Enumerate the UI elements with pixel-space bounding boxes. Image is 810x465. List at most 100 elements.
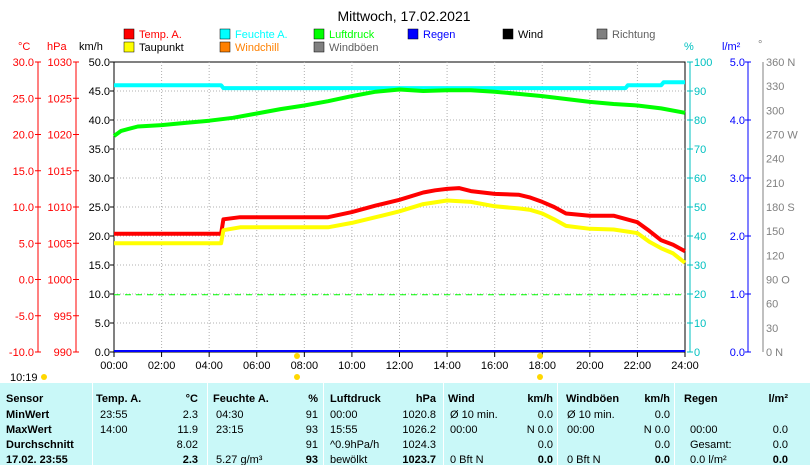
rain-tick-label: 5.0	[730, 57, 745, 69]
wind-time: 00:00	[450, 424, 478, 436]
hpa-tick-label: 1000	[48, 275, 72, 287]
rain-axis-unit: l/m²	[722, 41, 741, 53]
percent-tick-label: 10	[694, 318, 706, 330]
pressure-time: bewölkt	[330, 454, 368, 465]
hpa-tick-label: 1025	[48, 93, 72, 105]
percent-tick-label: 100	[694, 57, 712, 69]
legend-swatch	[313, 28, 325, 40]
direction-tick-label: 90 O	[766, 275, 790, 287]
x-tick-label: 00:00	[100, 360, 128, 372]
x-tick-label: 14:00	[433, 360, 461, 372]
percent-tick-label: 20	[694, 289, 706, 301]
temp-value: 2.3	[182, 454, 198, 465]
gust-time: 00:00	[567, 424, 595, 436]
header-temp: Temp. A.	[96, 393, 142, 405]
direction-axis-unit: °	[758, 39, 762, 51]
temp-time: 23:55	[100, 409, 128, 421]
percent-tick-label: 60	[694, 173, 706, 185]
x-tick-label: 24:00	[671, 360, 699, 372]
legend-label: Richtung	[612, 29, 655, 41]
celsius-axis-unit: °C	[18, 41, 30, 53]
x-tick-label: 18:00	[528, 360, 556, 372]
wind-value: N 0.0	[526, 424, 553, 436]
percent-tick-label: 40	[694, 231, 706, 243]
celsius-tick-label: 20.0	[13, 130, 34, 142]
direction-tick-label: 120	[766, 250, 784, 262]
table-column-divider	[323, 383, 324, 465]
pressure-value: 1023.7	[402, 454, 436, 465]
rain-time: 00:00	[690, 424, 718, 436]
percent-tick-label: 90	[694, 86, 706, 98]
hpa-tick-label: 1020	[48, 130, 72, 142]
legend-label: Regen	[423, 29, 455, 41]
temp-value: 2.3	[182, 409, 198, 421]
kmh-tick-label: 35.0	[89, 144, 110, 156]
series-lines	[41, 80, 687, 380]
wind-value: 0.0	[537, 409, 553, 421]
kmh-tick-label: 25.0	[89, 202, 110, 214]
kmh-tick-label: 10.0	[89, 289, 110, 301]
rain-tick-label: 0.0	[730, 347, 745, 359]
hpa-axis-unit: hPa	[47, 41, 67, 53]
rain-tick-label: 3.0	[730, 173, 745, 185]
row-label: 17.02. 23:55	[6, 454, 68, 465]
celsius-tick-label: 5.0	[19, 238, 34, 250]
direction-tick-label: 330	[766, 81, 784, 93]
gust-value: N 0.0	[643, 424, 670, 436]
direction-tick-label: 180 S	[766, 202, 795, 214]
direction-tick-label: 0 N	[766, 347, 783, 359]
humidity-value: 93	[305, 454, 318, 465]
gust-value: 0.0	[654, 409, 670, 421]
humidity-value: 93	[305, 424, 318, 436]
temp-time: 14:00	[100, 424, 128, 436]
humidity-value: 91	[305, 409, 318, 421]
time-marker-label: 10:19	[10, 372, 38, 383]
hpa-tick-label: 995	[54, 311, 72, 323]
direction-tick-label: 150	[766, 226, 784, 238]
table-column-divider	[207, 383, 208, 465]
x-tick-label: 12:00	[386, 360, 414, 372]
header-pressure-unit: hPa	[415, 393, 436, 405]
axis-marker-dot	[537, 353, 543, 359]
series-line-feuchte-a-	[114, 80, 685, 91]
wind-time: Ø 10 min.	[450, 409, 498, 421]
header-pressure: Luftdruck	[330, 393, 381, 405]
table-column-divider	[443, 383, 444, 465]
percent-tick-label: 30	[694, 260, 706, 272]
row-label: Durchschnitt	[6, 439, 74, 451]
legend-label: Windböen	[329, 42, 379, 54]
pressure-time: ^0.9hPa/h	[330, 439, 380, 451]
x-tick-label: 16:00	[481, 360, 509, 372]
hpa-tick-label: 1015	[48, 166, 72, 178]
header-temp-unit: °C	[185, 393, 198, 405]
celsius-tick-label: 0.0	[19, 275, 34, 287]
humidity-time: 5.27 g/m³	[216, 454, 263, 465]
x-tick-label: 08:00	[291, 360, 319, 372]
kmh-tick-label: 0.0	[95, 347, 110, 359]
pressure-value: 1024.3	[402, 439, 436, 451]
axis-marker-dot	[294, 353, 300, 359]
header-rain-unit: l/m²	[768, 393, 788, 405]
chart-title: Mittwoch, 17.02.2021	[337, 8, 470, 24]
legend-label: Taupunkt	[139, 42, 184, 54]
legend-swatch	[219, 41, 231, 53]
celsius-tick-label: 10.0	[13, 202, 34, 214]
x-tick-label: 20:00	[576, 360, 604, 372]
temp-value: 11.9	[177, 424, 198, 436]
direction-tick-label: 270 W	[766, 130, 798, 142]
series-line-temp-a-	[114, 186, 686, 253]
celsius-tick-label: 25.0	[13, 93, 34, 105]
rain-value: 0.0	[772, 454, 788, 465]
x-tick-label: 04:00	[195, 360, 223, 372]
legend-swatch	[502, 28, 514, 40]
legend-swatch	[313, 41, 325, 53]
table-column-divider	[557, 383, 558, 465]
rain-tick-label: 1.0	[730, 289, 745, 301]
legend-label: Temp. A.	[139, 29, 182, 41]
temp-value: 8.02	[176, 439, 198, 451]
direction-tick-label: 60	[766, 299, 778, 311]
header-gust-unit: km/h	[644, 393, 670, 405]
rain-time: Gesamt:	[690, 439, 732, 451]
kmh-tick-label: 5.0	[95, 318, 110, 330]
axis-marker-dot	[294, 374, 300, 380]
